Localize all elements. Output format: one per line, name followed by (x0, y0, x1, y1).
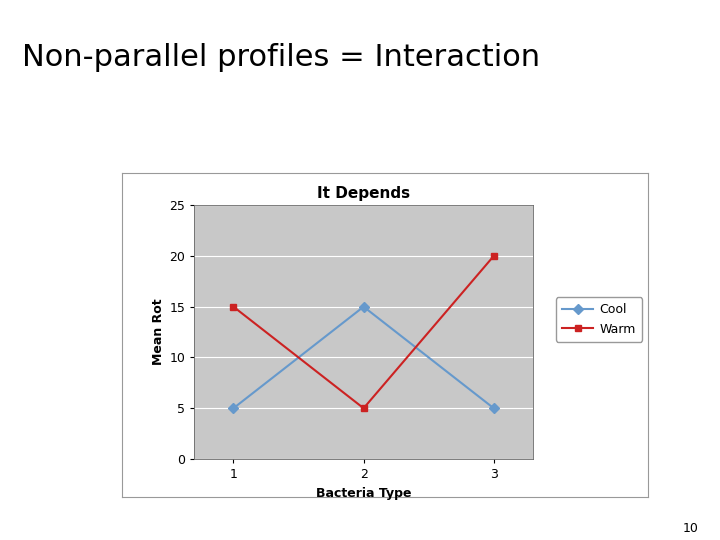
Text: Non-parallel profiles = Interaction: Non-parallel profiles = Interaction (22, 43, 540, 72)
Cool (490, 405, 498, 411)
Warm (490, 253, 498, 259)
Cool (229, 405, 238, 411)
Cool (359, 303, 368, 310)
Warm (229, 303, 238, 310)
X-axis label: Bacteria Type: Bacteria Type (316, 487, 411, 500)
Title: It Depends: It Depends (317, 186, 410, 201)
Line: Warm: Warm (230, 253, 498, 411)
Text: 10: 10 (683, 522, 698, 535)
Legend: Cool, Warm: Cool, Warm (556, 297, 642, 342)
Warm (359, 405, 368, 411)
Y-axis label: Mean Rot: Mean Rot (153, 299, 166, 366)
Line: Cool: Cool (230, 303, 498, 411)
